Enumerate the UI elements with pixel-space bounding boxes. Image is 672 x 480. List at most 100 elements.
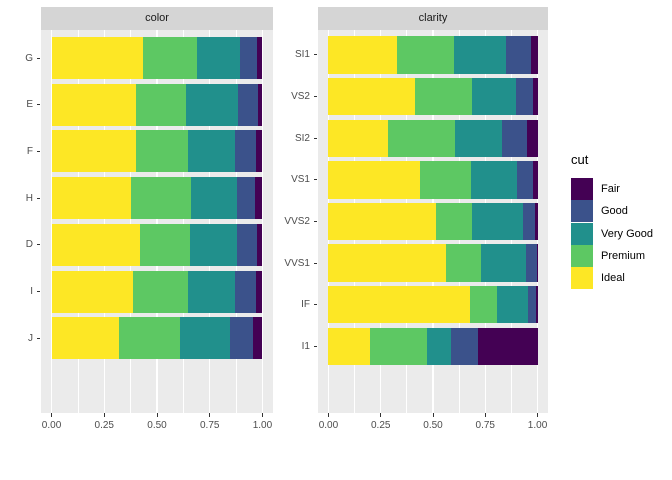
- y-axis-tick-mark: [313, 54, 317, 56]
- bar-segment-good: [522, 202, 535, 241]
- y-axis-label: D: [25, 239, 33, 251]
- bar-segment-premium: [420, 161, 472, 199]
- facet-strip-label: clarity: [418, 12, 448, 24]
- y-axis-tick-mark: [313, 137, 317, 139]
- bar-segment-good: [516, 77, 534, 116]
- bar-segment-very-good: [188, 270, 236, 313]
- x-axis-tick-label: 1.00: [252, 419, 273, 431]
- legend: cut Fair Good Very Good Premium Ideal: [571, 152, 653, 290]
- bar-row: [51, 177, 263, 220]
- gridline-minor: [130, 30, 132, 413]
- gridline-minor: [77, 30, 79, 413]
- legend-swatch-ideal: [571, 267, 593, 290]
- bar-segment-very-good: [496, 286, 529, 324]
- gridline-major: [536, 30, 539, 413]
- bar-segment-fair: [255, 270, 263, 313]
- y-axis-label: E: [26, 99, 33, 111]
- bar-segment-fair: [536, 286, 538, 324]
- bar-segment-ideal: [51, 37, 143, 80]
- legend-entry: Premium: [571, 244, 653, 267]
- bar-segment-very-good: [454, 119, 503, 157]
- bar-segment-fair: [536, 244, 538, 282]
- bar-segment-premium: [396, 36, 455, 74]
- bar-segment-ideal: [328, 286, 471, 324]
- bar-segment-very-good: [185, 83, 238, 126]
- gridline-minor: [235, 30, 237, 413]
- facet-panel: [41, 30, 273, 413]
- bar-segment-very-good: [454, 36, 507, 74]
- bar-segment-good: [240, 37, 257, 80]
- bar-segment-premium: [136, 130, 188, 173]
- y-axis-label: VS1: [291, 174, 310, 186]
- x-axis-tick-label: 1.00: [527, 419, 548, 431]
- y-axis-label: VVS1: [284, 257, 310, 269]
- bar-segment-very-good: [427, 327, 452, 366]
- bar-segment-ideal: [328, 327, 370, 366]
- x-axis-tick-mark: [327, 413, 329, 417]
- bar-segment-good: [236, 177, 255, 220]
- legend-entry: Ideal: [571, 267, 653, 290]
- bar-row: [328, 244, 538, 282]
- bar-segment-good: [451, 327, 479, 366]
- y-axis-tick-mark: [36, 337, 40, 339]
- bar-segment-very-good: [480, 244, 526, 282]
- bar-segment-good: [236, 223, 258, 266]
- legend-entry-label: Very Good: [601, 227, 653, 240]
- y-axis-tick-mark: [313, 345, 317, 347]
- bar-row: [51, 317, 263, 360]
- bar-segment-ideal: [51, 223, 140, 266]
- bar-segment-ideal: [51, 177, 131, 220]
- x-axis-tick-mark: [261, 413, 263, 417]
- x-axis-tick-mark: [103, 413, 105, 417]
- bar-segment-premium: [142, 37, 198, 80]
- bar-row: [328, 161, 538, 199]
- y-axis-label: SI1: [294, 49, 310, 61]
- x-axis-tick-label: 0.50: [147, 419, 167, 431]
- facet-strip-label: color: [145, 12, 169, 24]
- bar-segment-very-good: [187, 130, 236, 173]
- y-axis-tick-mark: [36, 197, 40, 199]
- bar-segment-fair: [526, 119, 538, 157]
- bar-segment-premium: [118, 317, 180, 360]
- x-axis-tick-mark: [209, 413, 211, 417]
- y-axis-label: IF: [301, 299, 310, 311]
- legend-entry-label: Fair: [601, 183, 620, 196]
- bar-segment-good: [506, 36, 531, 74]
- legend-entry-label: Ideal: [601, 272, 625, 285]
- legend-entry: Good: [571, 200, 653, 223]
- bar-segment-fair: [257, 223, 263, 266]
- legend-swatch-fair: [571, 178, 593, 201]
- bar-row: [328, 286, 538, 324]
- bar-segment-very-good: [197, 37, 241, 80]
- gridline-major: [50, 30, 53, 413]
- bar-segment-ideal: [51, 317, 119, 360]
- y-axis-label: G: [25, 52, 33, 64]
- gridline-major: [103, 30, 105, 413]
- bar-segment-ideal: [51, 270, 133, 313]
- bar-row: [328, 202, 538, 241]
- bar-segment-good: [237, 83, 258, 126]
- bar-row: [51, 37, 263, 80]
- bar-segment-good: [235, 130, 256, 173]
- bar-segment-very-good: [190, 177, 237, 220]
- gridline-minor: [182, 30, 184, 413]
- y-axis-label: VVS2: [284, 216, 310, 227]
- y-axis-tick-mark: [36, 104, 40, 106]
- x-axis-tick-mark: [51, 413, 53, 417]
- bar-segment-fair: [533, 161, 538, 199]
- y-axis-tick-mark: [313, 96, 317, 98]
- y-axis-tick-mark: [313, 221, 317, 222]
- facet-strip: clarity: [318, 7, 548, 30]
- y-axis-label: H: [25, 192, 33, 204]
- legend-entry: Very Good: [571, 222, 653, 245]
- x-axis-tick-label: 0.75: [199, 419, 220, 431]
- bar-segment-ideal: [328, 119, 388, 157]
- y-axis-tick-mark: [313, 304, 317, 306]
- bar-segment-fair: [478, 327, 538, 366]
- legend-swatch-premium: [571, 244, 593, 267]
- x-axis-tick-mark: [380, 413, 382, 417]
- y-axis-label: SI2: [294, 132, 310, 144]
- bar-row: [51, 223, 263, 266]
- bar-segment-good: [230, 317, 254, 360]
